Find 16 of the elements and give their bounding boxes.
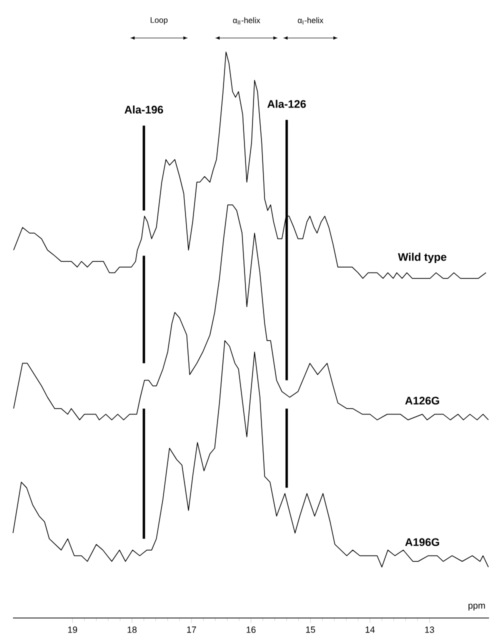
text: α$_{I}$-helix	[298, 17, 324, 24]
text: Loop	[150, 17, 168, 24]
x-tick-label: 17	[187, 626, 196, 633]
x-tick-label: 18	[128, 626, 137, 633]
series-label: Wild type	[398, 252, 446, 264]
x-tick-label: 16	[246, 626, 256, 633]
x-tick-label: 13	[425, 626, 434, 633]
x-axis-title: ppm	[468, 604, 485, 610]
x-tick-label: 14	[366, 626, 375, 633]
series-label: A126G	[405, 396, 440, 405]
text: α$_{II}$-helix	[233, 17, 260, 24]
ref-line-label: Ala-196	[124, 105, 164, 114]
ref-line-label: Ala-126	[267, 100, 306, 108]
x-tick-label: 15	[306, 626, 316, 633]
series-label: A196G	[405, 538, 440, 546]
x-tick-label: 19	[68, 626, 78, 633]
